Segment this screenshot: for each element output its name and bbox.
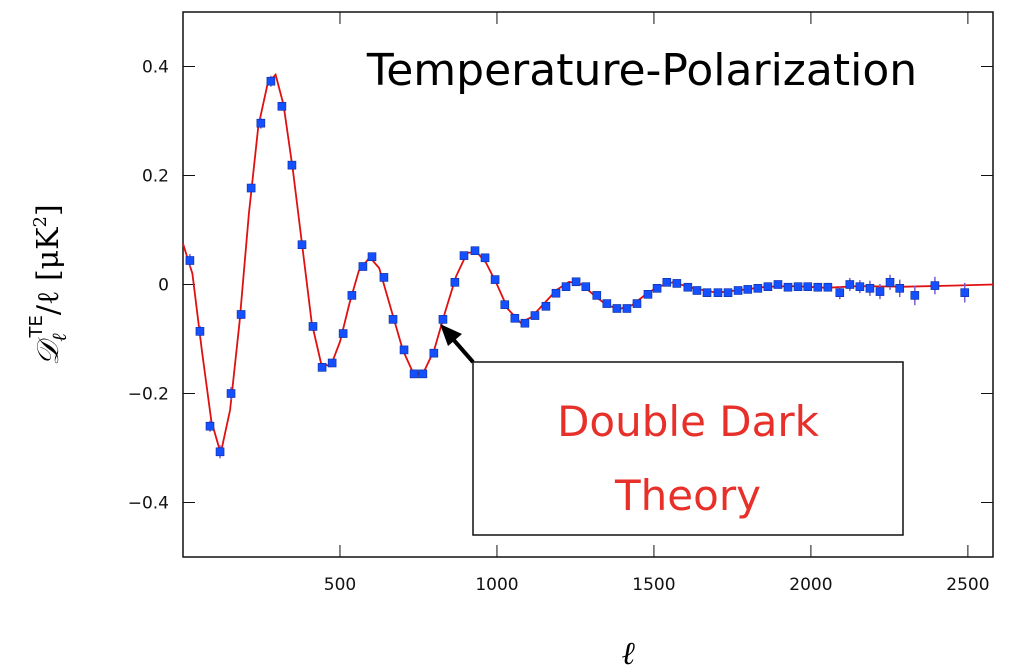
data-point bbox=[743, 285, 753, 294]
data-point bbox=[388, 315, 398, 324]
data-point bbox=[773, 280, 783, 289]
data-point bbox=[358, 262, 368, 271]
data-point bbox=[347, 291, 357, 300]
data-point bbox=[813, 282, 823, 292]
data-point bbox=[855, 282, 865, 291]
y-tick-label: −0.4 bbox=[128, 494, 169, 514]
data-point bbox=[297, 240, 307, 250]
data-point bbox=[602, 299, 612, 308]
data-point bbox=[930, 281, 940, 290]
data-point bbox=[409, 369, 419, 379]
data-point bbox=[551, 288, 561, 298]
annotation-box bbox=[472, 361, 904, 536]
y-label-rest: /ℓ [μK bbox=[31, 227, 66, 315]
x-tick-label: 500 bbox=[324, 575, 356, 595]
data-point bbox=[266, 76, 276, 86]
data-point bbox=[571, 277, 581, 287]
data-point bbox=[692, 286, 702, 295]
data-point bbox=[910, 291, 920, 300]
data-point bbox=[723, 288, 733, 297]
y-tick-label: −0.2 bbox=[128, 385, 169, 405]
data-point bbox=[459, 251, 469, 260]
data-point bbox=[510, 313, 520, 323]
y-label-superscript: TE bbox=[26, 315, 47, 338]
y-label-close: ] bbox=[31, 204, 66, 216]
data-point bbox=[195, 327, 205, 336]
data-point bbox=[581, 282, 591, 291]
data-point bbox=[379, 273, 389, 282]
data-point bbox=[885, 278, 895, 287]
x-tick-label: 2000 bbox=[789, 575, 832, 595]
data-point bbox=[672, 279, 682, 288]
data-point bbox=[520, 318, 530, 328]
data-point bbox=[530, 311, 540, 320]
data-point bbox=[652, 284, 662, 293]
data-point bbox=[277, 101, 287, 111]
x-tick-label: 2500 bbox=[946, 575, 989, 595]
data-point bbox=[470, 246, 480, 256]
annotation-arrow bbox=[450, 336, 475, 364]
data-point bbox=[215, 447, 225, 457]
data-point bbox=[960, 288, 970, 297]
data-point bbox=[713, 288, 723, 297]
data-point bbox=[490, 275, 500, 284]
data-point bbox=[733, 286, 743, 295]
data-point bbox=[327, 358, 337, 368]
data-point bbox=[845, 280, 855, 289]
data-point bbox=[480, 253, 490, 263]
data-point bbox=[308, 322, 318, 331]
data-point bbox=[438, 315, 448, 324]
data-point bbox=[895, 284, 905, 293]
data-point bbox=[338, 329, 348, 338]
data-point bbox=[287, 160, 297, 170]
data-point bbox=[246, 183, 256, 193]
data-point bbox=[632, 299, 642, 308]
data-point bbox=[185, 256, 195, 265]
data-point bbox=[500, 300, 510, 309]
data-point bbox=[367, 252, 377, 262]
y-label-subscript: ℓ bbox=[47, 333, 71, 342]
chart-title: Temperature-Polarization bbox=[366, 45, 917, 96]
data-point bbox=[835, 288, 845, 297]
arrow-head bbox=[440, 324, 462, 346]
annotation: Double Dark Theory bbox=[440, 324, 904, 536]
y-tick-label: 0 bbox=[158, 276, 169, 296]
data-point bbox=[592, 291, 602, 300]
y-tick-label: 0.4 bbox=[142, 58, 169, 78]
y-tick-label: 0.2 bbox=[142, 167, 169, 187]
data-point bbox=[683, 282, 693, 292]
data-point bbox=[399, 345, 409, 355]
data-point bbox=[865, 284, 875, 293]
data-point bbox=[612, 304, 622, 313]
data-point bbox=[753, 284, 763, 293]
data-point bbox=[622, 304, 632, 313]
data-point bbox=[662, 278, 672, 287]
annotation-line: Double Dark bbox=[557, 397, 820, 446]
y-label-power: 2 bbox=[30, 216, 51, 227]
data-point bbox=[793, 282, 803, 291]
data-point bbox=[450, 278, 460, 287]
data-point bbox=[643, 290, 653, 299]
data-point bbox=[256, 118, 266, 128]
data-point bbox=[702, 288, 712, 297]
data-point bbox=[763, 282, 773, 291]
data-point bbox=[418, 369, 428, 379]
data-point bbox=[783, 282, 793, 292]
data-point bbox=[429, 348, 439, 358]
data-point bbox=[541, 301, 551, 311]
data-point bbox=[205, 421, 215, 431]
data-point bbox=[226, 389, 236, 398]
x-tick-label: 1500 bbox=[632, 575, 675, 595]
x-tick-label: 1000 bbox=[475, 575, 518, 595]
data-point bbox=[317, 363, 327, 372]
data-point bbox=[236, 310, 246, 319]
y-axis-label: 𝒟ℓTE/ℓ [μK2] bbox=[26, 204, 71, 365]
data-point bbox=[561, 282, 571, 291]
data-point bbox=[875, 287, 885, 296]
annotation-line: Theory bbox=[614, 471, 761, 520]
x-axis-label: ℓ bbox=[621, 634, 635, 672]
data-point bbox=[823, 282, 833, 292]
data-point bbox=[803, 282, 813, 291]
